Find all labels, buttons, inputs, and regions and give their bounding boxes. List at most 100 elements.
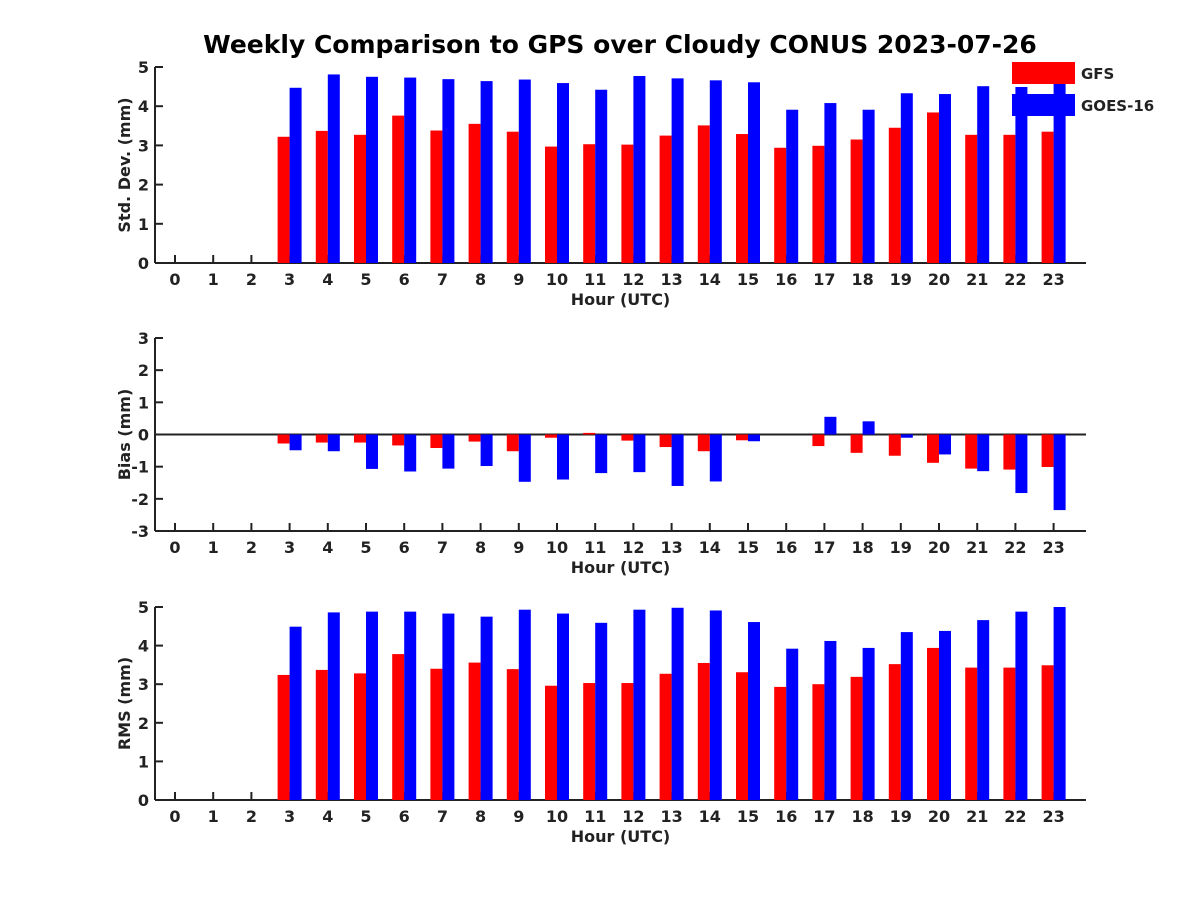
panel1-bar-gfs <box>927 112 939 263</box>
panel2-bar-gfs <box>736 434 748 441</box>
panel3-bar-goes-16 <box>633 609 646 800</box>
panel1-ytick-label: 2 <box>138 176 149 195</box>
panel1-ytick-label: 3 <box>138 136 149 155</box>
panel3-xtick-label: 10 <box>546 807 568 826</box>
panel3-bar-gfs <box>621 683 634 800</box>
panel3-bar-gfs <box>888 664 901 800</box>
panel1-bar-gfs <box>315 130 328 263</box>
panel2-ytick-label: -2 <box>131 490 149 509</box>
panel3-bar-gfs <box>965 667 978 800</box>
panel3-bar-gfs <box>736 672 748 800</box>
panel1-xtick-label: 2 <box>246 270 257 289</box>
panel1-bar-gfs <box>812 145 825 263</box>
panel3-bar-goes-16 <box>939 630 951 800</box>
panel3-bar-goes-16 <box>977 620 990 800</box>
panel1-xtick-label: 19 <box>890 270 912 289</box>
panel1-bar-goes-16 <box>786 109 799 263</box>
panel2-xtick-label: 2 <box>246 538 257 557</box>
panel2-bar-gfs <box>659 434 672 448</box>
panel2-bar-gfs <box>927 434 939 463</box>
panel3-bar-goes-16 <box>1015 611 1028 800</box>
panel2-bar-goes-16 <box>671 434 684 486</box>
panel2-xtick-label: 3 <box>284 538 295 557</box>
panel1-xtick-label: 0 <box>169 270 180 289</box>
panel2-bar-goes-16 <box>862 421 875 435</box>
panel1-bar-goes-16 <box>977 86 990 263</box>
panel3-ytick-label: 1 <box>138 752 149 771</box>
panel3-bar-goes-16 <box>327 612 340 800</box>
panel1-ytick-label: 0 <box>138 254 149 273</box>
panel1-xtick-label: 5 <box>360 270 371 289</box>
panel1-bar-goes-16 <box>327 74 340 263</box>
panel2-ytick-label: -3 <box>131 522 149 541</box>
panel3-bar-goes-16 <box>900 632 913 800</box>
panel2-xtick-label: 20 <box>928 538 950 557</box>
panel1-bar-gfs <box>850 139 863 263</box>
panel3-xtick-label: 8 <box>475 807 486 826</box>
panel2-xtick-label: 22 <box>1004 538 1026 557</box>
panel1-bar-gfs <box>697 125 710 264</box>
panel3-bar-gfs <box>812 684 825 800</box>
panel2-bar-goes-16 <box>824 416 837 435</box>
panel2-bar-goes-16 <box>557 434 569 480</box>
panel1-xtick-label: 23 <box>1042 270 1064 289</box>
panel1-bar-goes-16 <box>862 109 875 263</box>
panel1-bar-gfs <box>965 134 978 263</box>
panel1-bar-goes-16 <box>480 81 493 263</box>
panel3-xtick-label: 11 <box>584 807 606 826</box>
panel2-bar-goes-16 <box>327 434 340 452</box>
panel1-bar-goes-16 <box>595 89 608 264</box>
panel2-bar-goes-16 <box>900 434 913 438</box>
panel3-xtick-label: 18 <box>851 807 873 826</box>
panel3-bar-goes-16 <box>404 611 417 800</box>
panel2-bar-goes-16 <box>366 434 378 469</box>
panel1-xlabel: Hour (UTC) <box>571 290 671 309</box>
panel1-bar-gfs <box>506 131 519 263</box>
panel2-bar-gfs <box>545 434 557 438</box>
panel2-bar-goes-16 <box>1015 434 1028 494</box>
panel1-xtick-label: 18 <box>851 270 873 289</box>
panel2-xtick-label: 6 <box>399 538 410 557</box>
panel2-xtick-label: 14 <box>699 538 721 557</box>
panel1-ylabel: Std. Dev. (mm) <box>115 97 134 232</box>
panel1-xtick-label: 6 <box>399 270 410 289</box>
panel3-xtick-label: 3 <box>284 807 295 826</box>
panel1-xtick-label: 12 <box>622 270 644 289</box>
panel3-bar-gfs <box>545 685 557 800</box>
panel3-xtick-label: 5 <box>360 807 371 826</box>
panel1-ytick-label: 1 <box>138 215 149 234</box>
panel3-bar-gfs <box>315 669 328 800</box>
panel1-bar-goes-16 <box>633 76 646 264</box>
panel3-xtick-label: 20 <box>928 807 950 826</box>
panel2-bar-goes-16 <box>480 434 493 467</box>
panel2-bar-gfs <box>315 434 328 443</box>
panel2-ytick-label: -1 <box>131 458 149 477</box>
panel2-bar-gfs <box>697 434 710 452</box>
panel3-ytick-label: 5 <box>138 598 149 617</box>
panel1-xtick-label: 13 <box>660 270 682 289</box>
panel3-xtick-label: 22 <box>1004 807 1026 826</box>
panel1-xtick-label: 17 <box>813 270 835 289</box>
panel3-xtick-label: 13 <box>660 807 682 826</box>
panel2-bar-gfs <box>812 434 825 447</box>
panel3-xtick-label: 6 <box>399 807 410 826</box>
panel2-xtick-label: 23 <box>1042 538 1064 557</box>
panel3-bar-gfs <box>1041 665 1054 800</box>
panel2-xtick-label: 16 <box>775 538 797 557</box>
panel3-bar-goes-16 <box>366 611 378 800</box>
panel1-bar-gfs <box>1041 131 1054 263</box>
panel2-bar-goes-16 <box>939 434 951 455</box>
panel3-xtick-label: 9 <box>513 807 524 826</box>
panel1-bar-gfs <box>621 144 634 263</box>
panel1-xtick-label: 4 <box>322 270 333 289</box>
panel3-xtick-label: 19 <box>890 807 912 826</box>
panel1-bar-goes-16 <box>748 82 760 264</box>
panel2-ytick-label: 1 <box>138 393 149 412</box>
panel2-bar-gfs <box>850 434 863 453</box>
panel2-bar-gfs <box>1003 434 1016 470</box>
panel2-bar-gfs <box>1041 434 1054 467</box>
panel3-bar-gfs <box>392 654 405 800</box>
panel3-ytick-label: 3 <box>138 675 149 694</box>
panel1-bar-goes-16 <box>289 87 302 263</box>
